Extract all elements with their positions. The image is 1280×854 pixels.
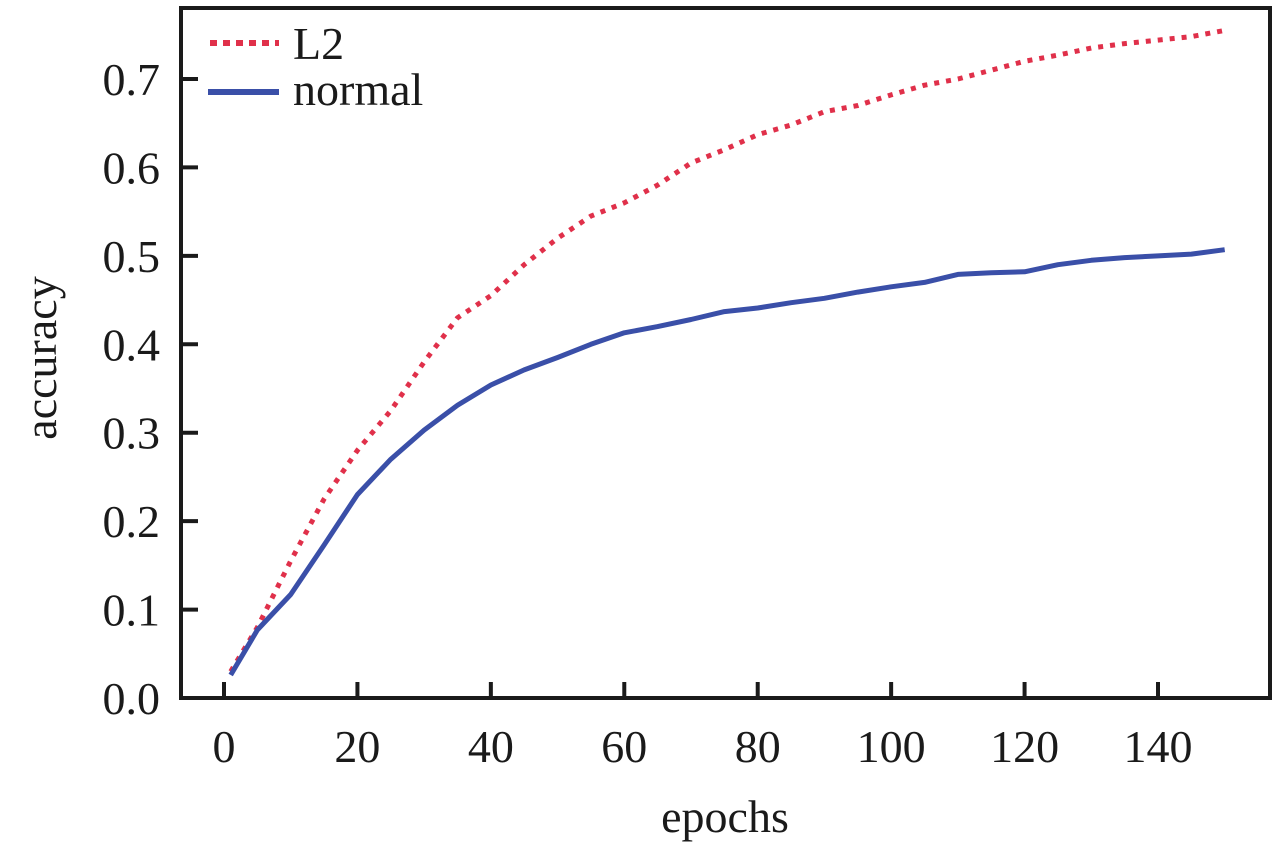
legend-label-normal: normal — [293, 64, 423, 115]
legend: L2 normal — [208, 18, 423, 115]
x-tick-label: 80 — [735, 721, 781, 772]
legend-label-l2: L2 — [293, 18, 344, 69]
y-tick-label: 0.3 — [103, 408, 161, 459]
y-axis-label: accuracy — [15, 276, 66, 439]
y-tick-label: 0.2 — [103, 496, 161, 547]
series-line-l2 — [228, 27, 1226, 673]
x-tick-label: 0 — [213, 721, 236, 772]
y-tick-label: 0.1 — [103, 585, 161, 636]
y-tick-label: 0.6 — [103, 142, 161, 193]
plot-frame — [179, 6, 1272, 700]
x-tick-label: 120 — [990, 721, 1059, 772]
y-tick-label: 0.0 — [103, 673, 161, 724]
x-axis-label: epochs — [661, 791, 789, 842]
y-axis-ticks: 0.0 0.1 0.2 0.3 0.4 0.5 0.6 0.7 — [103, 54, 198, 724]
series-layer — [228, 27, 1226, 677]
x-axis-ticks: 0 20 40 60 80 100 120 140 — [213, 682, 1193, 772]
series-line-normal — [228, 247, 1226, 677]
x-tick-label: 40 — [468, 721, 514, 772]
x-tick-label: 140 — [1124, 721, 1193, 772]
x-tick-label: 60 — [601, 721, 647, 772]
plot-border — [179, 6, 1272, 700]
y-tick-label: 0.4 — [103, 319, 161, 370]
x-tick-label: 100 — [857, 721, 926, 772]
x-tick-label: 20 — [334, 721, 380, 772]
y-tick-label: 0.5 — [103, 231, 161, 282]
y-tick-label: 0.7 — [103, 54, 161, 105]
